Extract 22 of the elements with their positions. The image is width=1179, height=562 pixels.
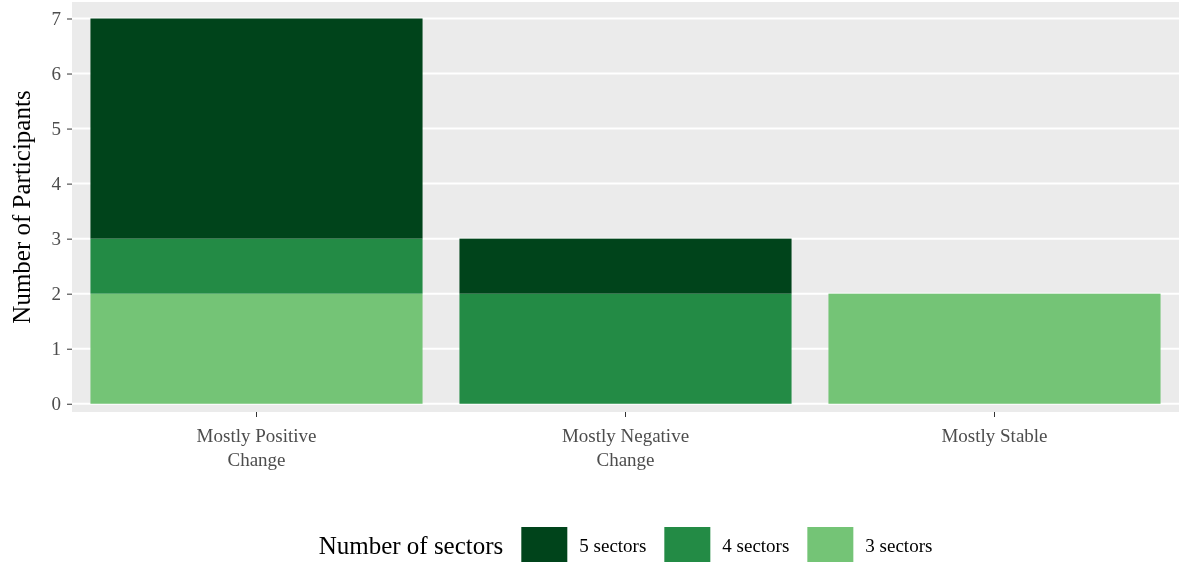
y-tick-label: 5 [51, 118, 61, 140]
bar [90, 18, 423, 239]
y-tick-label: 3 [51, 228, 61, 250]
y-tick-label: 4 [51, 173, 62, 195]
bar [90, 238, 423, 294]
legend-label: 5 sectors [579, 534, 647, 556]
legend-title: Number of sectors [318, 531, 504, 559]
y-axis-title: Number of Participants [8, 90, 35, 324]
x-tick-label: Mostly Stable [941, 425, 1048, 446]
y-tick-label: 1 [51, 338, 61, 360]
bar [459, 293, 792, 404]
y-tick-label: 6 [51, 63, 61, 85]
y-tick-label: 2 [51, 283, 61, 305]
x-tick-label: Mostly Positive Change [196, 425, 317, 470]
bar [90, 293, 423, 404]
legend-label: 4 sectors [722, 534, 790, 556]
x-tick-label: Mostly Negative Change [561, 425, 690, 470]
y-tick-label: 7 [51, 8, 61, 30]
y-tick-label: 0 [51, 393, 61, 415]
bar [459, 238, 792, 294]
bar [828, 293, 1161, 404]
legend-label: 3 sectors [865, 534, 933, 556]
